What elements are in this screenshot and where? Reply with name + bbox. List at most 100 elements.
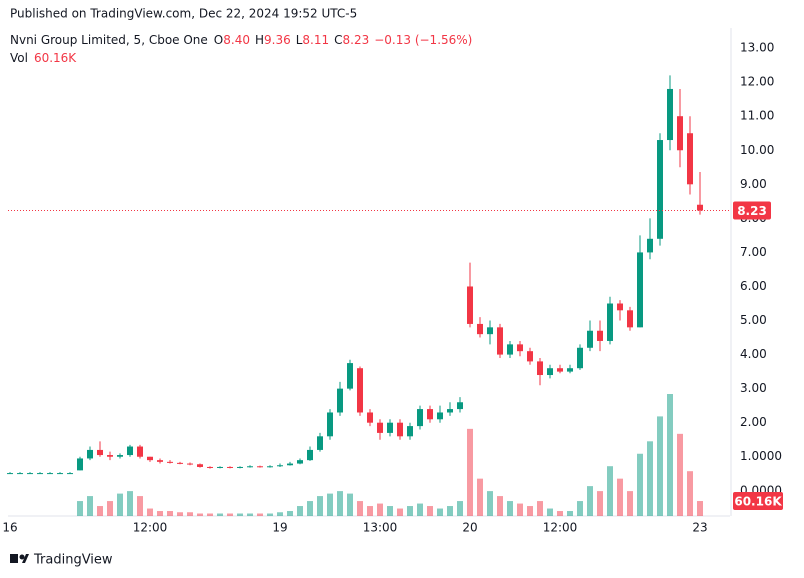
volume-bar [347, 493, 353, 516]
candle-body [507, 344, 513, 355]
volume-bar [617, 478, 623, 516]
candle-body [497, 327, 503, 355]
volume-bar [607, 466, 613, 516]
symbol-name: Nvni Group Limited, 5, Cboe One [10, 33, 208, 47]
candle-body [487, 327, 493, 335]
candle-body [207, 466, 213, 468]
candle-body [187, 463, 193, 465]
candle-body [237, 466, 243, 468]
x-tick-label: 16 [2, 521, 17, 535]
candle-body [277, 465, 283, 467]
volume-bar [437, 508, 443, 516]
x-tick-label: 12:00 [543, 521, 578, 535]
volume-bar [277, 512, 283, 516]
volume-bar [457, 501, 463, 516]
volume-bar [487, 491, 493, 516]
volume-bar [297, 506, 303, 516]
candle-body [467, 286, 473, 324]
candle-body [417, 409, 423, 427]
y-tick-label: 12.00 [740, 75, 774, 89]
candle-body [387, 422, 393, 433]
volume-bar [647, 441, 653, 516]
candle-body [347, 363, 353, 389]
candle-body [337, 388, 343, 413]
candle-body [397, 422, 403, 437]
volume-bar [697, 501, 703, 516]
candle-body [217, 466, 223, 468]
candle-body [307, 449, 313, 461]
candle-body [547, 368, 553, 376]
candle-body [167, 461, 173, 463]
volume-bar [427, 506, 433, 516]
y-tick-label: 1.0000 [740, 449, 782, 463]
candle-body [687, 133, 693, 185]
y-tick-label: 11.00 [740, 109, 774, 123]
price-tag-label: 8.23 [737, 204, 767, 218]
candle-body [267, 466, 273, 468]
candle-body [697, 204, 703, 211]
volume-legend: Vol 60.16K [10, 51, 77, 65]
candle-body [457, 402, 463, 410]
volume-bar [567, 511, 573, 516]
candle-body [97, 449, 103, 456]
volume-bar [107, 501, 113, 516]
ohlc-key: L [296, 33, 303, 47]
candle-body [77, 458, 83, 471]
ohlc-key: C [334, 33, 342, 47]
volume-bar [97, 506, 103, 516]
volume-bar [117, 493, 123, 516]
candle-body [557, 368, 563, 372]
volume-bar [417, 503, 423, 516]
x-tick-label: 13:00 [363, 521, 398, 535]
y-tick-label: 2.00 [740, 415, 767, 429]
ohlc-value: 8.40 [223, 33, 250, 47]
candle-body [287, 463, 293, 466]
candle-body [537, 361, 543, 376]
y-tick-label: 13.00 [740, 41, 774, 55]
candle-body [227, 466, 233, 468]
volume-bar [597, 491, 603, 516]
price-tag [733, 201, 771, 220]
y-tick-label: 4.00 [740, 347, 767, 361]
volume-bar [287, 511, 293, 516]
ohlc-value: 8.23 [343, 33, 370, 47]
volume-bar [127, 491, 133, 516]
volume-bar [497, 496, 503, 516]
candle-body [637, 252, 643, 328]
candle-body [677, 116, 683, 151]
volume-bar [197, 513, 203, 516]
y-tick-label: 6.00 [740, 279, 767, 293]
candle-body [247, 466, 253, 468]
candle-body [657, 140, 663, 239]
volume-bar [577, 501, 583, 516]
candle-body [517, 344, 523, 352]
volume-bar [557, 511, 563, 516]
y-tick-label: 5.00 [740, 313, 767, 327]
candle-body [87, 449, 93, 459]
volume-bar [307, 501, 313, 516]
candle-body [317, 436, 323, 450]
y-tick-label: 7.00 [740, 245, 767, 259]
volume-bar [167, 511, 173, 516]
volume-bar [157, 511, 163, 516]
candle-body [27, 473, 33, 475]
published-note: Published on TradingView.com, Dec 22, 20… [10, 7, 357, 21]
candle-body [47, 473, 53, 475]
volume-bar [507, 501, 513, 516]
candle-body [357, 368, 363, 413]
ohlc-value: 9.36 [264, 33, 291, 47]
volume-bar [227, 513, 233, 516]
volume-bar [147, 508, 153, 516]
volume-bar [397, 508, 403, 516]
candle-body [667, 88, 673, 141]
volume-bar [237, 513, 243, 516]
volume-bar [337, 491, 343, 516]
ohlc-key: O [214, 33, 223, 47]
volume-bar [407, 506, 413, 516]
x-tick-label: 12:00 [133, 521, 168, 535]
volume-bar [377, 503, 383, 516]
candle-body [257, 466, 263, 468]
volume-bar [367, 506, 373, 516]
brand-logo [10, 554, 29, 563]
